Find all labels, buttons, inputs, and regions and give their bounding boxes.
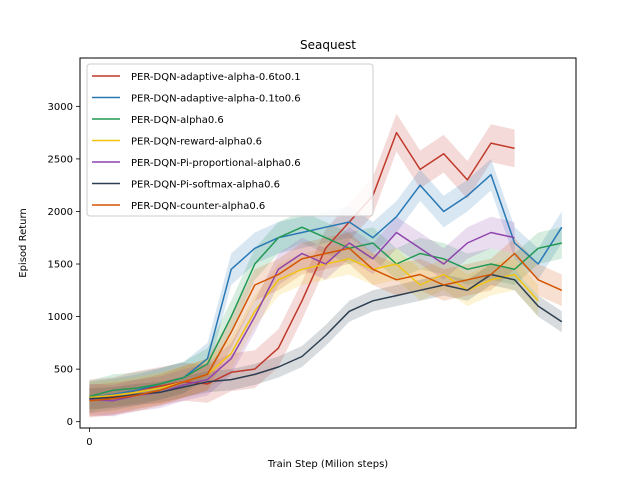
series-band-2 [89, 211, 562, 413]
series-band-5 [89, 264, 562, 410]
y-axis-ticks: 0 500 1000 1500 2000 2500 3000 [48, 102, 80, 428]
y-tick-label: 0 [67, 417, 73, 428]
legend-label: PER-DQN-counter-alpha0.6 [131, 201, 265, 212]
series-line-0 [89, 131, 515, 400]
legend: PER-DQN-adaptive-alpha-0.6to0.1 PER-DQN-a… [86, 63, 374, 217]
legend-label: PER-DQN-adaptive-alpha-0.1to0.6 [131, 94, 301, 105]
series-line-2 [89, 226, 562, 398]
legend-label: PER-DQN-reward-alpha0.6 [131, 137, 262, 148]
chart-title: Seaquest [300, 38, 356, 52]
legend-label: PER-DQN-Pi-proportional-alpha0.6 [131, 158, 301, 169]
legend-label: PER-DQN-alpha0.6 [131, 115, 224, 126]
series-lines [89, 131, 563, 402]
x-tick-label: 0 [86, 437, 92, 448]
legend-label: PER-DQN-Pi-softmax-alpha0.6 [131, 180, 280, 191]
y-tick-label: 1500 [48, 260, 73, 271]
legend-label: PER-DQN-adaptive-alpha-0.6to0.1 [131, 72, 301, 83]
series-band-3 [89, 243, 539, 414]
x-axis-label: Train Step (Milion steps) [267, 459, 388, 470]
y-tick-label: 3000 [48, 102, 73, 113]
plot-frame [79, 57, 577, 429]
y-tick-label: 2000 [48, 207, 73, 218]
series-band-1 [89, 158, 562, 414]
series-line-6 [89, 247, 563, 402]
series-band-0 [89, 113, 515, 418]
series-band-6 [89, 232, 562, 417]
series-line-5 [89, 273, 563, 400]
y-axis-label: Episod Return [18, 208, 29, 277]
y-tick-label: 1000 [48, 312, 73, 323]
y-tick-label: 500 [54, 365, 73, 376]
series-line-3 [89, 258, 539, 399]
y-tick-label: 2500 [48, 154, 73, 165]
x-axis-ticks: 0 [86, 428, 93, 448]
legend-box [86, 63, 374, 217]
